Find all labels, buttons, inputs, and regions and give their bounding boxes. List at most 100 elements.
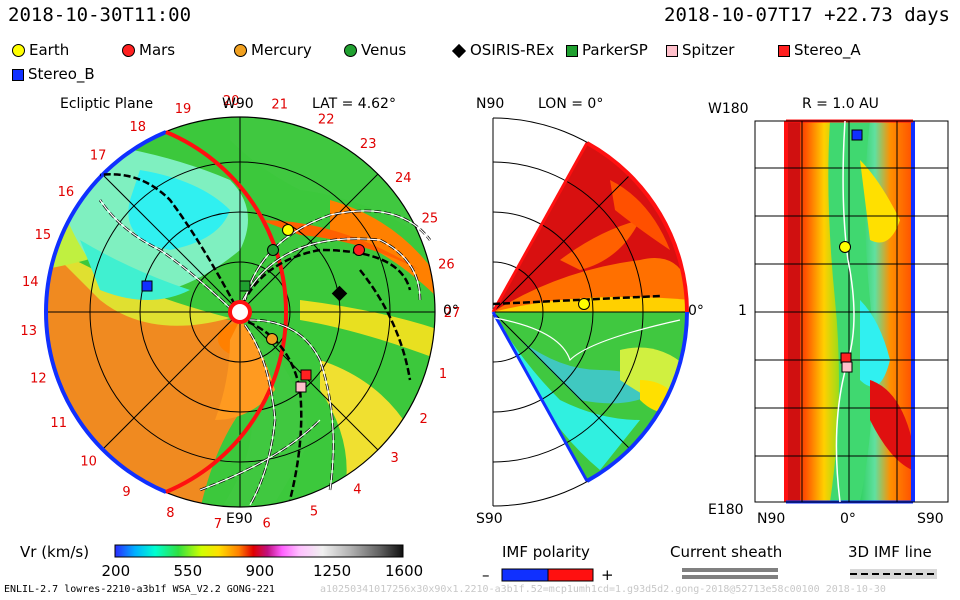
colorbar-tick: 550 <box>173 562 203 580</box>
day-tick-label: 27 <box>444 306 461 321</box>
day-tick-label: 14 <box>22 275 39 290</box>
model-time: 2018-10-30T11:00 <box>8 4 192 26</box>
ecliptic-lat: LAT = 4.62° <box>312 96 396 112</box>
shell-panel <box>754 119 949 504</box>
stereo-b-shell-marker <box>851 129 863 141</box>
day-tick-label: 19 <box>175 102 192 117</box>
day-tick-label: 22 <box>318 112 335 127</box>
day-tick-label: 11 <box>50 416 67 431</box>
day-tick-label: 4 <box>353 483 361 498</box>
day-tick-label: 13 <box>20 324 37 339</box>
stereo-b-marker <box>141 280 153 292</box>
legend-item-mercury: Mercury <box>234 40 312 60</box>
colorbar-tick: 900 <box>245 562 275 580</box>
imf-plus: + <box>601 566 614 584</box>
velocity-colorbar <box>114 544 404 558</box>
stereo-b-symbol-icon <box>12 68 24 81</box>
day-tick-label: 17 <box>90 149 107 164</box>
meridional-right-label: 0° <box>688 303 704 319</box>
legend-item-spitzer: Spitzer <box>666 40 734 60</box>
legend-label: Mercury <box>251 41 312 59</box>
sheath-label: Current sheath <box>670 543 783 561</box>
day-tick-label: 6 <box>263 516 271 531</box>
legend-item-parkersp: ParkerSP <box>566 40 648 60</box>
footer-faint-info: a10250341017256x30x90x1.2210-a3b1f.52=mc… <box>320 584 886 595</box>
legend-item-stereo-a: Stereo_A <box>778 40 861 60</box>
shell-bottom-left: E180 <box>708 502 744 518</box>
day-tick-label: 8 <box>166 506 174 521</box>
earth-marker <box>282 224 294 236</box>
day-tick-label: 26 <box>438 258 455 273</box>
colorbar-tick: 200 <box>101 562 131 580</box>
legend-label: OSIRIS-REx <box>470 41 555 59</box>
imf-minus: – <box>482 566 490 584</box>
day-tick-label: 24 <box>395 171 412 186</box>
legend-label: Spitzer <box>682 41 735 59</box>
shell-x-mid: 0° <box>840 511 856 527</box>
shell-top-left: W180 <box>708 101 749 117</box>
imf3d-bg <box>850 569 937 579</box>
ecliptic-title: Ecliptic Plane <box>60 96 154 112</box>
ecliptic-top-label: W90 <box>222 96 254 112</box>
colorbar-label: Vr (km/s) <box>20 543 90 561</box>
day-tick-label: 25 <box>422 212 439 227</box>
earth-symbol-icon <box>12 44 25 57</box>
day-tick-label: 1 <box>439 367 447 382</box>
legend-item-stereo-b: Stereo_B <box>12 64 95 84</box>
negative-polarity-arc <box>44 130 167 494</box>
colorbar-tick: 1250 <box>313 562 352 580</box>
day-tick-label: 2 <box>420 412 428 427</box>
shell-x-left: N90 <box>757 511 786 527</box>
day-tick-label: 21 <box>271 98 288 113</box>
venus-marker <box>267 244 279 256</box>
shell-mid-left: 1 <box>738 303 747 319</box>
footer-info: ENLIL-2.7 lowres-2210-a3b1f WSA_V2.2 GON… <box>4 584 275 595</box>
legend-label: ParkerSP <box>582 41 648 59</box>
mercury-symbol-icon <box>234 44 247 57</box>
imf-label: IMF polarity <box>502 543 590 561</box>
legend-label: Venus <box>361 41 407 59</box>
ecliptic-bottom-label: E90 <box>226 511 253 527</box>
imf3d-label: 3D IMF line <box>848 543 932 561</box>
meridional-top-label: N90 <box>476 96 505 112</box>
day-tick-label: 10 <box>80 454 97 469</box>
earth-meridional-marker <box>578 298 590 310</box>
day-tick-label: 9 <box>122 485 130 500</box>
spitzer-marker <box>295 381 307 393</box>
meridional-bottom-label: S90 <box>476 511 503 527</box>
venus-symbol-icon <box>344 44 357 57</box>
day-tick-label: 23 <box>360 137 377 152</box>
colorbar-tick: 1600 <box>385 562 424 580</box>
meridional-panel <box>491 117 689 507</box>
day-tick-label: 3 <box>390 451 398 466</box>
meridional-lon: LON = 0° <box>538 96 604 112</box>
mercury-marker <box>266 333 278 345</box>
shell-radius: R = 1.0 AU <box>802 96 879 112</box>
day-tick-label: 20 <box>223 94 240 109</box>
day-tick-label: 16 <box>58 185 75 200</box>
legend-item-venus: Venus <box>344 40 406 60</box>
parkersp-marker <box>239 280 251 292</box>
legend-item-mars: Mars <box>122 40 175 60</box>
legend-label: Mars <box>139 41 176 59</box>
spitzer-shell-marker <box>841 361 853 373</box>
day-tick-label: 18 <box>130 120 147 135</box>
run-time: 2018-10-07T17 +22.73 days <box>664 4 950 26</box>
legend-item-earth: Earth <box>12 40 69 60</box>
parkersp-symbol-icon <box>566 44 578 57</box>
imf-positive-swatch <box>547 568 594 582</box>
legend-item-osiris-rex: OSIRIS-REx <box>451 40 555 60</box>
earth-shell-marker <box>839 241 851 253</box>
day-tick-label: 7 <box>214 517 222 532</box>
legend-label: Stereo_A <box>794 41 861 59</box>
stereo-a-symbol-icon <box>778 44 790 57</box>
legend-label: Earth <box>29 41 70 59</box>
mars-marker <box>353 244 365 256</box>
imf-negative-swatch <box>501 568 549 582</box>
day-tick-label: 15 <box>35 228 52 243</box>
spitzer-symbol-icon <box>666 44 678 57</box>
shell-x-right: S90 <box>917 511 944 527</box>
